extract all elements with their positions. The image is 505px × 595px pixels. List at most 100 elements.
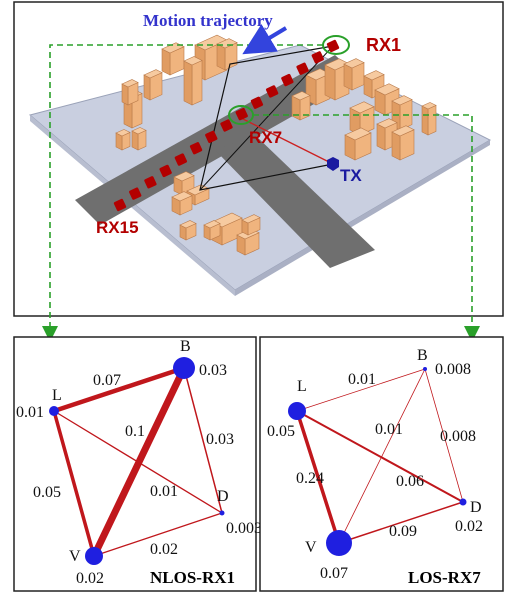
building-roof	[344, 127, 372, 141]
building-side	[391, 131, 401, 161]
node-V	[326, 530, 352, 556]
node-value-D: 0.02	[455, 518, 483, 535]
receiver-rx1	[326, 39, 340, 53]
edge-B-D	[424, 368, 464, 503]
scene-panel: Motion trajectory RX1 RX7 RX15 TX	[13, 1, 504, 342]
receiver-rx11	[174, 153, 188, 166]
building-roof	[391, 125, 415, 137]
node-value-D: 0.003	[226, 520, 262, 537]
node-label-B: B	[180, 338, 191, 355]
edge-weight-L-B: 0.01	[348, 371, 376, 388]
rx1-label: RX1	[366, 35, 401, 55]
receiver-rx12	[159, 164, 172, 178]
building-roof	[171, 191, 193, 202]
ground-edge-right	[235, 140, 490, 296]
edge-L-D	[53, 410, 223, 514]
tx-marker	[327, 157, 339, 171]
edge-L-V	[295, 409, 341, 545]
node-value-B: 0.008	[435, 361, 471, 378]
tx-label: TX	[340, 166, 362, 185]
building-roof	[241, 214, 261, 224]
node-label-D: D	[470, 499, 482, 516]
node-value-V: 0.07	[320, 565, 348, 582]
rx7-label: RX7	[249, 128, 282, 147]
building-roof	[363, 70, 385, 81]
node-V	[85, 547, 103, 565]
graph-caption-los: LOS-RX7	[408, 568, 481, 587]
building-side	[343, 63, 353, 91]
edge-L-D	[296, 410, 464, 503]
node-L	[49, 406, 59, 416]
edge-weight-V-B: 0.1	[125, 423, 145, 440]
building-side	[376, 123, 386, 151]
node-L	[288, 402, 306, 420]
building-roof	[173, 171, 195, 182]
node-B	[423, 367, 427, 371]
building-side	[161, 48, 171, 76]
building-roof	[421, 102, 437, 110]
building-roof	[203, 220, 221, 229]
trajectory-label: Motion trajectory	[143, 11, 273, 30]
building-side	[421, 105, 429, 136]
building-roof	[121, 79, 139, 88]
building-side	[143, 74, 151, 101]
graph-frame-los	[259, 336, 504, 592]
edge-L-B	[51, 365, 187, 414]
graph-los-rx7: 0.01 0.01 0.008 0.24 0.06 0.09 B 0.008 L 0.05 D 0.0…	[259, 336, 504, 592]
edge-L-V	[52, 409, 96, 558]
receiver-rx13	[144, 176, 157, 189]
receiver-rx4	[281, 73, 294, 87]
building-side	[324, 64, 336, 101]
side-road	[215, 135, 375, 268]
building-side	[216, 43, 226, 71]
node-value-L: 0.05	[267, 423, 295, 440]
building-roof	[179, 220, 197, 229]
receiver-rx9	[205, 130, 218, 144]
node-D	[459, 498, 467, 506]
edge-weight-L-D: 0.01	[150, 483, 178, 500]
building-roof	[143, 69, 163, 79]
edge-B-D	[183, 367, 223, 514]
edge-V-D	[338, 501, 464, 544]
receiver-rx3	[296, 62, 309, 75]
nlos-path	[199, 45, 334, 191]
edge-L-B	[296, 368, 426, 412]
edge-weight-L-B: 0.07	[93, 372, 121, 389]
propagation-paths	[199, 45, 334, 191]
node-label-B: B	[417, 347, 428, 364]
receivers	[113, 39, 340, 212]
los-path	[240, 117, 334, 165]
node-B	[173, 357, 195, 379]
edge-weight-L-V: 0.24	[296, 470, 324, 487]
edge-weight-V-B: 0.01	[375, 421, 403, 438]
nlos-path-2	[199, 45, 334, 191]
receiver-rx15	[113, 198, 127, 212]
building-roof	[374, 83, 400, 96]
rx1-dashed-arrow	[42, 44, 323, 342]
node-label-V: V	[69, 548, 81, 565]
node-label-L: L	[297, 378, 307, 395]
building-roof	[291, 91, 311, 101]
building-roof	[183, 56, 203, 66]
building-roof	[343, 58, 365, 69]
building-roof	[115, 129, 131, 137]
node-value-L: 0.01	[16, 404, 44, 421]
edge-weight-L-V: 0.05	[33, 484, 61, 501]
receiver-rx7	[235, 107, 248, 121]
building-side	[121, 83, 129, 106]
building-face	[427, 104, 437, 136]
graph-caption-nlos: NLOS-RX1	[150, 568, 235, 587]
receiver-rx6	[250, 96, 264, 109]
receiver-rx5	[265, 85, 279, 98]
edge-V-B	[338, 368, 426, 544]
receiver-rx2	[311, 51, 324, 64]
node-value-B: 0.03	[199, 362, 227, 379]
building-roof	[349, 101, 375, 114]
building-roof	[391, 95, 413, 106]
rx7-dashed-arrow	[253, 114, 480, 342]
building-face	[191, 60, 203, 106]
building-roof	[376, 118, 398, 129]
edge-V-D	[93, 512, 223, 557]
building-roof	[131, 127, 147, 135]
